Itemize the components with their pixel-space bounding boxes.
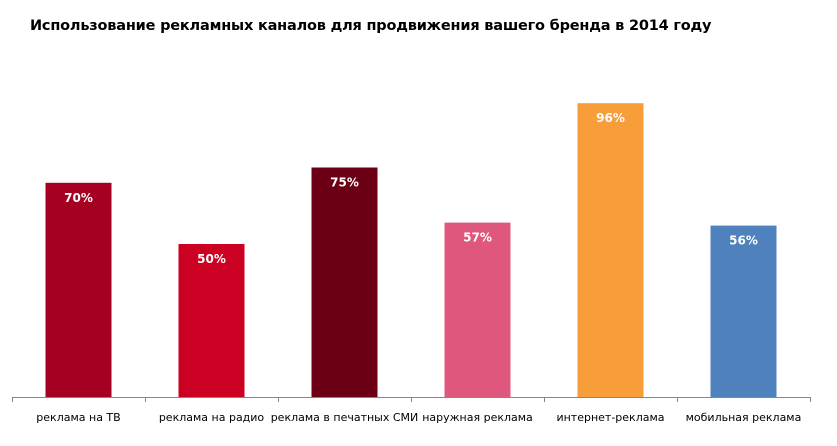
x-axis: [12, 397, 811, 402]
x-tick-label-2: реклама на радио: [159, 411, 265, 424]
bar-4: [444, 222, 511, 397]
bar-3: [311, 167, 378, 397]
x-tick-label-1: реклама на ТВ: [36, 411, 120, 424]
x-tick-labels-group: реклама на ТВ реклама на радио реклама в п…: [36, 411, 801, 424]
bar-6: [710, 225, 777, 397]
x-tick-label-4: наружная реклама: [422, 411, 533, 424]
bar-2: [178, 244, 245, 397]
data-label-5: 96%: [596, 111, 625, 125]
data-label-2: 50%: [197, 252, 226, 266]
data-labels-group: 70% 50% 75% 57% 96% 56%: [64, 111, 758, 266]
x-tick-label-6: мобильная реклама: [686, 411, 802, 424]
data-label-3: 75%: [330, 176, 359, 190]
bars-group: [45, 103, 777, 397]
bar-5: [577, 103, 644, 397]
x-tick-label-5: интернет-реклама: [556, 411, 664, 424]
x-tick-label-3: реклама в печатных СМИ: [271, 411, 419, 424]
chart-title: Использование рекламных каналов для прод…: [30, 18, 712, 34]
data-label-4: 57%: [463, 231, 492, 245]
data-label-1: 70%: [64, 191, 93, 205]
data-label-6: 56%: [729, 234, 758, 248]
bar-1: [45, 182, 112, 397]
